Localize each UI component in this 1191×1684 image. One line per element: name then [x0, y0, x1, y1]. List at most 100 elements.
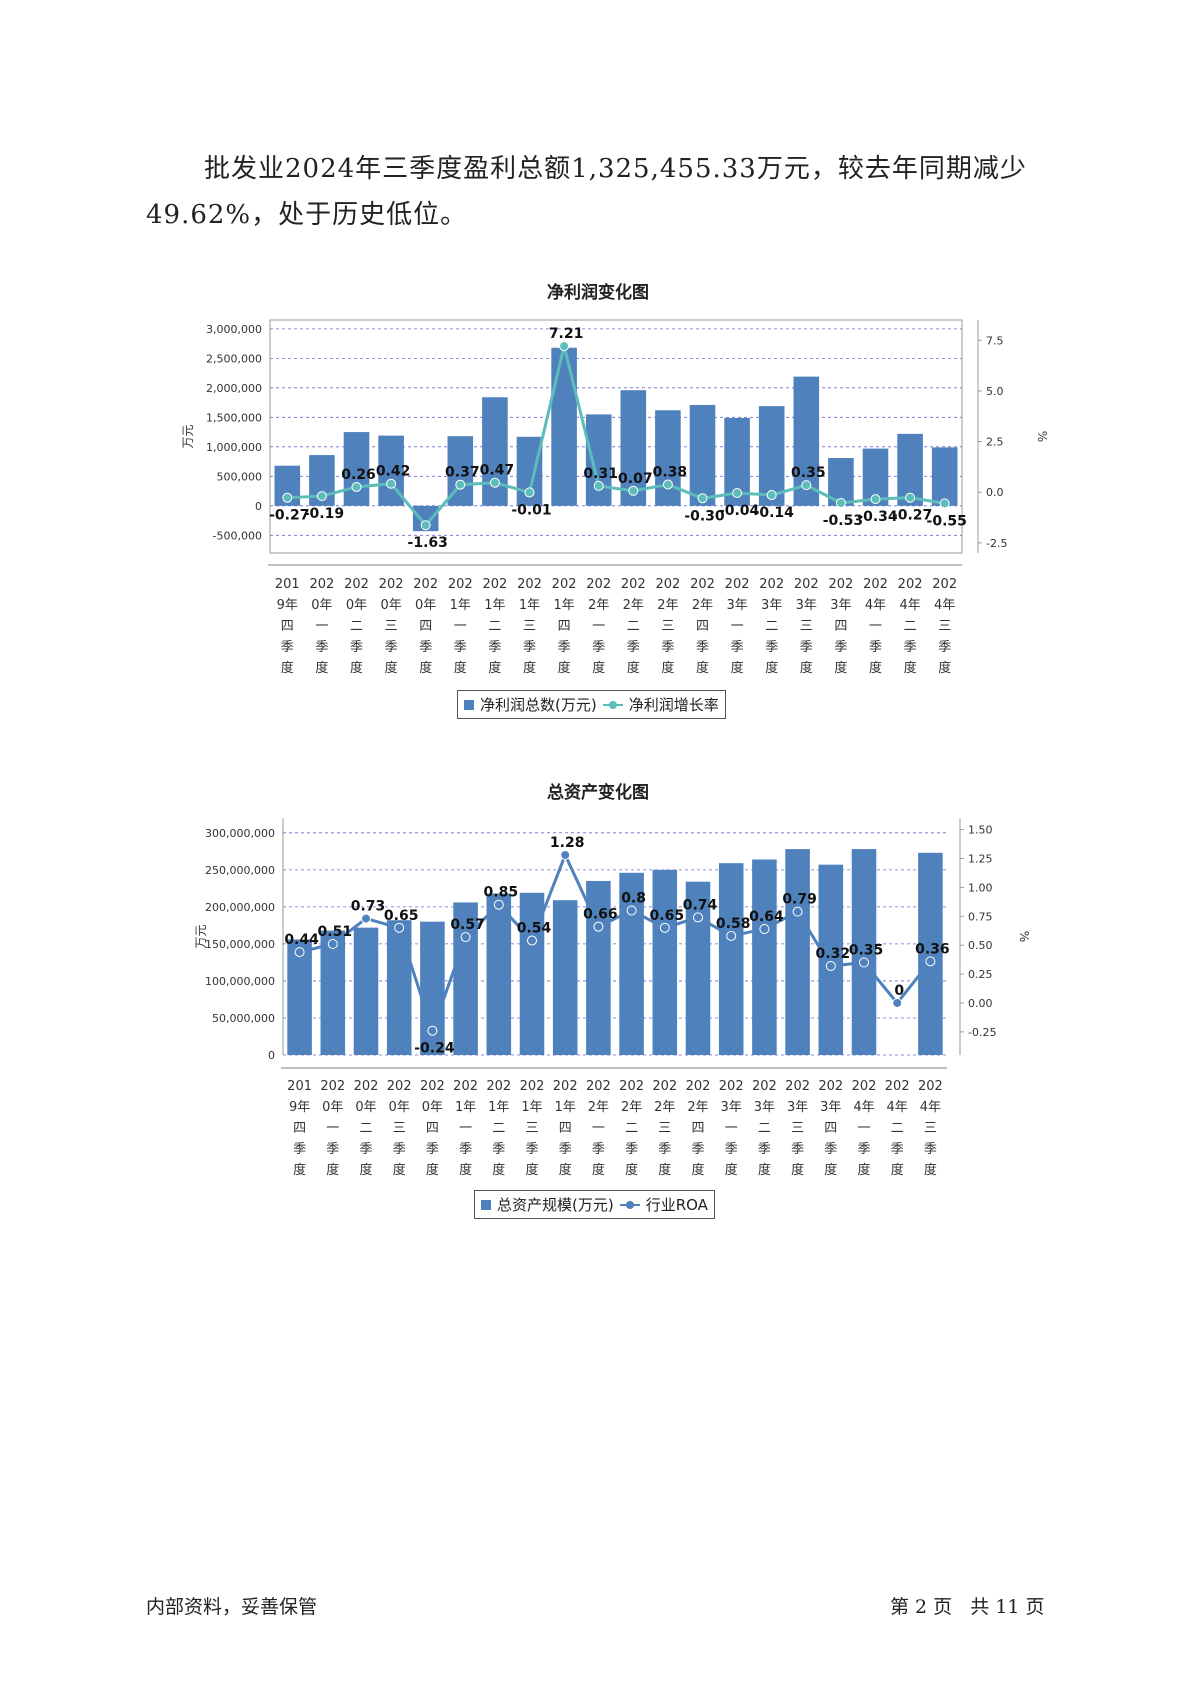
x-tick-label: 202 [759, 577, 784, 592]
data-label: -0.01 [511, 502, 551, 518]
data-label: -0.55 [927, 513, 967, 529]
x-tick-label: 202 [719, 1079, 744, 1094]
x-tick-label: 度 [326, 1162, 339, 1178]
y2-tick-label: -2.5 [986, 537, 1007, 550]
x-tick-label: 3年 [721, 1100, 742, 1115]
line-point [327, 939, 338, 950]
bar [931, 447, 958, 506]
line-point [460, 932, 471, 943]
x-tick-label: 四 [691, 1121, 704, 1136]
x-tick-label: 1年 [553, 598, 574, 613]
line-point [427, 1025, 438, 1036]
x-tick-label: 2年 [692, 598, 713, 613]
data-label: 0.31 [583, 466, 618, 482]
data-label: -0.27 [892, 508, 932, 524]
x-tick-label: 202 [552, 577, 577, 592]
x-tick-label: 1年 [484, 598, 505, 613]
line-point [294, 947, 305, 958]
x-tick-label: 度 [725, 1162, 738, 1178]
x-tick-label: 度 [857, 1162, 870, 1178]
data-label: 0.42 [376, 464, 411, 480]
y-tick-label: 200,000,000 [205, 901, 275, 914]
y-axis-title: 万元 [181, 424, 195, 448]
x-tick-label: 202 [354, 1079, 379, 1094]
bar [851, 849, 877, 1055]
x-tick-label: 二 [625, 1121, 638, 1136]
plot-frame [269, 319, 963, 554]
x-tick-label: 季 [454, 640, 467, 655]
x-tick-label: 202 [619, 1079, 644, 1094]
y2-tick-label: -0.25 [968, 1026, 996, 1039]
x-tick-label: 2年 [588, 598, 609, 613]
chart1-title: 净利润变化图 [547, 283, 649, 303]
y-tick-label: 50,000,000 [212, 1012, 275, 1025]
x-tick-label: 季 [924, 1142, 937, 1157]
bar [718, 863, 744, 1055]
x-tick-label: 四 [426, 1121, 439, 1136]
x-tick-label: 季 [834, 640, 847, 655]
x-tick-label: 一 [592, 619, 605, 634]
summary-paragraph: 批发业2024年三季度盈利总额1,325,455.33万元，较去年同期减少49.… [146, 146, 1046, 238]
y-tick-label: 3,000,000 [206, 323, 262, 336]
x-tick-label: 季 [904, 640, 917, 655]
data-label: 0.79 [782, 892, 817, 908]
x-tick-label: 3年 [787, 1100, 808, 1115]
x-tick-label: 季 [661, 640, 674, 655]
x-tick-label: 季 [625, 1142, 638, 1157]
footer-page-number: 第 2 页 共 11 页 [890, 1596, 1045, 1618]
x-tick-label: 202 [785, 1079, 810, 1094]
data-label: 7.21 [549, 326, 584, 342]
x-tick-label: 4年 [887, 1100, 908, 1115]
line-point [394, 922, 405, 933]
y2-tick-label: 1.00 [968, 881, 993, 894]
x-tick-label: 0年 [380, 598, 401, 613]
x-tick-label: 一 [592, 1121, 605, 1136]
x-tick-label: 2年 [588, 1100, 609, 1115]
x-tick-label: 度 [765, 660, 778, 676]
x-tick-label: 季 [281, 640, 294, 655]
x-tick-label: 度 [869, 660, 882, 676]
line-point [593, 480, 604, 491]
line-point [662, 479, 673, 490]
x-tick-label: 度 [419, 660, 432, 676]
x-tick-label: 一 [459, 1121, 472, 1136]
bar [785, 849, 810, 1055]
bar [685, 881, 711, 1055]
x-tick-label: 202 [686, 1079, 711, 1094]
y2-axis-title: % [1017, 931, 1031, 942]
x-tick-label: 季 [459, 1142, 472, 1157]
bar [652, 869, 678, 1055]
x-tick-label: 度 [492, 1162, 505, 1178]
x-tick-label: 二 [350, 619, 363, 634]
x-tick-label: 度 [661, 660, 674, 676]
x-tick-label: 2年 [621, 1100, 642, 1115]
line-point [905, 492, 916, 503]
x-tick-label: 度 [559, 1162, 572, 1178]
bar [486, 893, 512, 1055]
chart2-legend: 总资产规模(万元) 行业ROA [474, 1190, 715, 1219]
line-point [726, 930, 737, 941]
x-tick-label: 一 [326, 1121, 339, 1136]
x-tick-label: 度 [800, 660, 813, 676]
x-tick-label: 一 [869, 619, 882, 634]
x-tick-label: 季 [800, 640, 813, 655]
x-tick-label: 202 [885, 1079, 910, 1094]
bar [482, 397, 508, 506]
y2-tick-label: 7.5 [986, 334, 1004, 347]
x-tick-label: 202 [794, 577, 819, 592]
x-tick-label: 202 [320, 1079, 345, 1094]
x-tick-label: 202 [652, 1079, 677, 1094]
x-tick-label: 季 [758, 1142, 771, 1157]
x-tick-label: 度 [558, 660, 571, 676]
data-label: 0.47 [480, 463, 515, 479]
x-tick-label: 202 [852, 1079, 877, 1094]
data-label: -1.63 [408, 535, 448, 551]
x-tick-label: 二 [627, 619, 640, 634]
x-tick-label: 2年 [687, 1100, 708, 1115]
x-tick-label: 度 [426, 1162, 439, 1178]
x-tick-label: 度 [824, 1162, 837, 1178]
x-tick-label: 度 [938, 660, 951, 676]
x-tick-label: 一 [315, 619, 328, 634]
y2-tick-label: 0.25 [968, 968, 993, 981]
y-tick-label: 300,000,000 [205, 827, 275, 840]
